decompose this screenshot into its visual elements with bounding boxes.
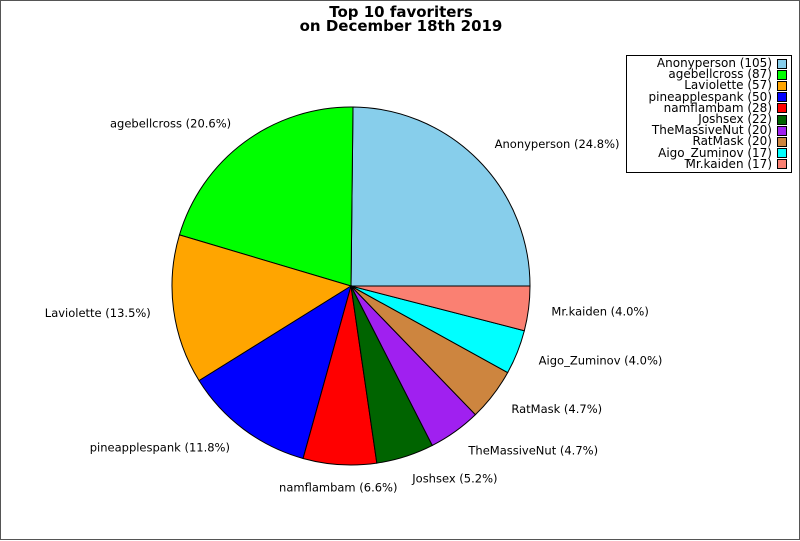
legend: Anonyperson (105) agebellcross (87) Laviol… <box>626 55 792 173</box>
legend-swatch <box>777 92 787 103</box>
legend-item-agebellcross: agebellcross (87) <box>631 67 787 82</box>
legend-label: Aigo_Zuminov (17) <box>658 145 772 160</box>
legend-item-ratmask: RatMask (20) <box>631 134 787 149</box>
legend-swatch <box>777 136 787 147</box>
chart-title-line-1: Top 10 favoriters <box>329 3 473 21</box>
legend-item-pineapplespank: pineapplespank (50) <box>631 89 787 104</box>
legend-label: namflambam (28) <box>663 100 772 115</box>
slice-label-pineapplespank: pineapplespank (11.8%) <box>90 441 230 455</box>
slice-label-anonyperson: Anonyperson (24.8%) <box>495 137 620 151</box>
legend-item-laviolette: Laviolette (57) <box>631 78 787 93</box>
legend-swatch <box>777 58 787 69</box>
slice-label-themassivenut: TheMassiveNut (4.7%) <box>467 443 598 457</box>
slice-label-joshsex: Joshsex (5.2%) <box>411 471 497 485</box>
pie-slice-anonyperson <box>350 106 531 287</box>
legend-label: pineapplespank (50) <box>648 89 772 104</box>
pie-slice-pineapplespank <box>198 284 352 460</box>
legend-label: Laviolette (57) <box>684 78 772 93</box>
pie-slice-mr-kaiden <box>350 285 531 332</box>
legend-label: RatMask (20) <box>692 134 773 149</box>
legend-item-anonyperson: Anonyperson (105) <box>631 56 787 71</box>
legend-swatch <box>777 148 787 159</box>
pie-labels: Anonyperson (24.8%) agebellcross (20.6%) L… <box>45 116 663 494</box>
legend-swatch <box>777 159 787 170</box>
legend-item-mr-kaiden: Mr.kaiden (17) <box>631 156 787 171</box>
legend-label: Joshsex (22) <box>698 112 772 127</box>
legend-item-joshsex: Joshsex (22) <box>631 112 787 127</box>
slice-label-aigo-zuminov: Aigo_Zuminov (4.0%) <box>539 354 663 368</box>
legend-item-aigo-zuminov: Aigo_Zuminov (17) <box>631 145 787 160</box>
legend-swatch <box>777 103 787 114</box>
legend-item-namflambam: namflambam (28) <box>631 100 787 115</box>
legend-swatch <box>777 114 787 125</box>
pie-slice-laviolette <box>171 234 353 382</box>
slice-label-namflambam: namflambam (6.6%) <box>279 481 397 495</box>
legend-swatch <box>777 80 787 91</box>
legend-item-themassivenut: TheMassiveNut (20) <box>631 123 787 138</box>
slice-label-laviolette: Laviolette (13.5%) <box>45 306 151 320</box>
legend-label: TheMassiveNut (20) <box>651 123 772 138</box>
pie-slices <box>171 106 531 466</box>
slice-label-ratmask: RatMask (4.7%) <box>511 402 602 416</box>
pie-slice-agebellcross <box>178 106 354 287</box>
slice-label-mr-kaiden: Mr.kaiden (4.0%) <box>551 304 648 318</box>
legend-swatch <box>777 125 787 136</box>
chart-title-line-2: on December 18th 2019 <box>300 17 503 35</box>
legend-label: Mr.kaiden (17) <box>685 156 772 171</box>
legend-label: agebellcross (87) <box>668 67 772 82</box>
legend-label: Anonyperson (105) <box>656 56 772 71</box>
legend-swatch <box>777 69 787 80</box>
slice-label-agebellcross: agebellcross (20.6%) <box>110 116 231 130</box>
